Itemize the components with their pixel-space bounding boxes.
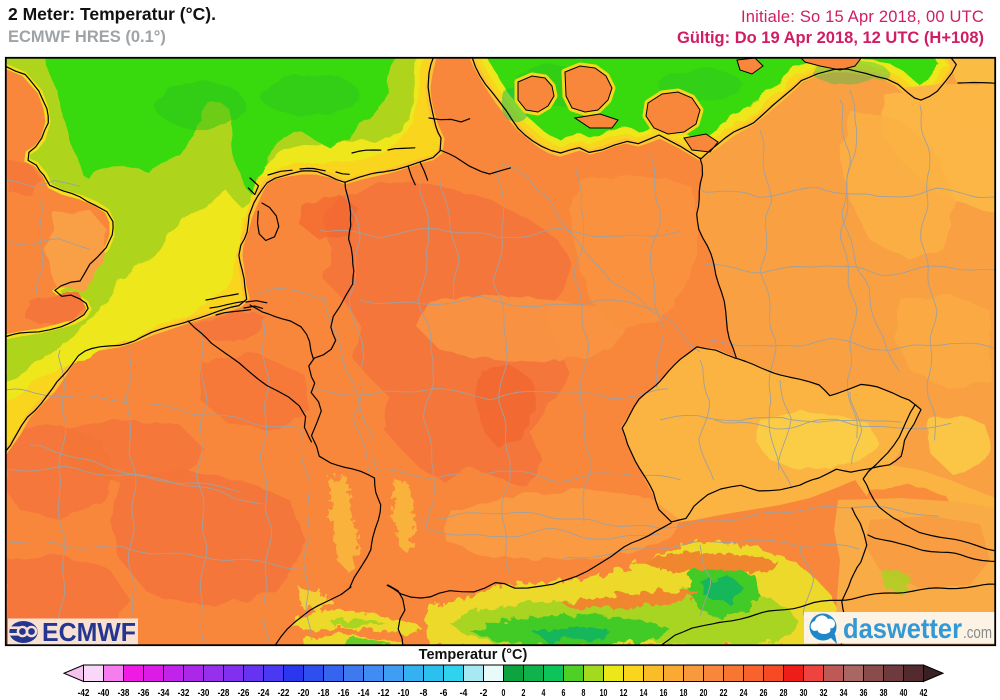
- svg-text:40: 40: [900, 688, 908, 699]
- svg-text:-38: -38: [118, 688, 130, 699]
- svg-text:-16: -16: [338, 688, 350, 699]
- svg-text:ECMWF: ECMWF: [42, 617, 136, 647]
- svg-text:32: 32: [820, 688, 828, 699]
- svg-text:-20: -20: [298, 688, 310, 699]
- svg-text:42: 42: [920, 688, 928, 699]
- svg-text:-12: -12: [378, 688, 390, 699]
- svg-text:14: 14: [640, 688, 648, 699]
- svg-text:-34: -34: [158, 688, 170, 699]
- svg-text:-24: -24: [258, 688, 270, 699]
- svg-text:20: 20: [700, 688, 708, 699]
- svg-text:.com: .com: [963, 623, 992, 642]
- svg-text:-28: -28: [218, 688, 230, 699]
- svg-text:0: 0: [502, 688, 506, 699]
- svg-text:8: 8: [582, 688, 586, 699]
- svg-text:36: 36: [860, 688, 868, 699]
- svg-text:24: 24: [740, 688, 748, 699]
- svg-text:16: 16: [660, 688, 668, 699]
- svg-text:-42: -42: [78, 688, 90, 699]
- svg-text:-36: -36: [138, 688, 150, 699]
- svg-text:Temperatur (°C): Temperatur (°C): [419, 647, 528, 663]
- svg-text:10: 10: [600, 688, 608, 699]
- svg-text:-30: -30: [198, 688, 210, 699]
- svg-text:34: 34: [840, 688, 848, 699]
- svg-text:-10: -10: [398, 688, 410, 699]
- svg-text:daswetter: daswetter: [843, 613, 962, 644]
- svg-text:-8: -8: [420, 688, 428, 699]
- svg-text:-4: -4: [460, 688, 468, 699]
- svg-text:30: 30: [800, 688, 808, 699]
- svg-text:-26: -26: [238, 688, 250, 699]
- svg-text:22: 22: [720, 688, 728, 699]
- svg-text:4: 4: [542, 688, 546, 699]
- svg-text:-6: -6: [440, 688, 448, 699]
- svg-text:18: 18: [680, 688, 688, 699]
- svg-text:2: 2: [522, 688, 526, 699]
- svg-text:6: 6: [562, 688, 566, 699]
- svg-text:-18: -18: [318, 688, 330, 699]
- svg-text:26: 26: [760, 688, 768, 699]
- svg-text:-32: -32: [178, 688, 190, 699]
- svg-text:28: 28: [780, 688, 788, 699]
- svg-text:-40: -40: [98, 688, 110, 699]
- svg-text:-2: -2: [480, 688, 488, 699]
- svg-text:12: 12: [620, 688, 628, 699]
- svg-text:-14: -14: [358, 688, 370, 699]
- svg-text:-22: -22: [278, 688, 290, 699]
- svg-text:38: 38: [880, 688, 888, 699]
